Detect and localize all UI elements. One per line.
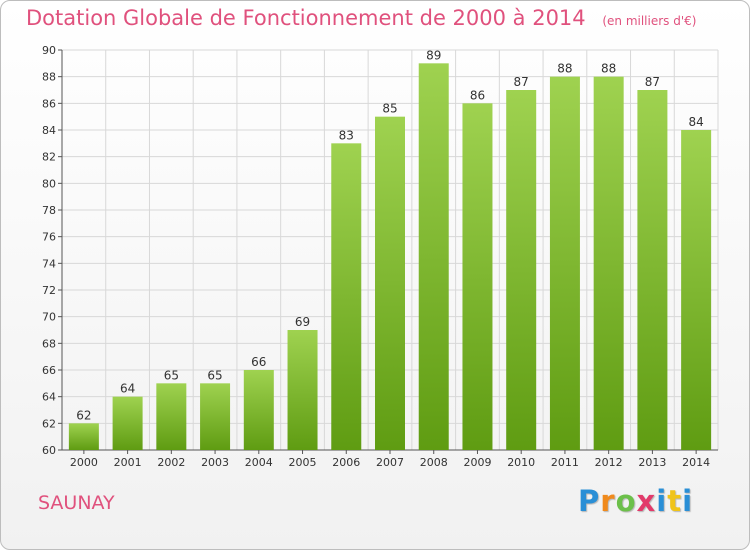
- data-label: 84: [688, 115, 703, 129]
- x-tick-label: 2005: [289, 456, 317, 469]
- x-tick-label: 2008: [420, 456, 448, 469]
- x-tick-label: 2004: [245, 456, 273, 469]
- proxiti-logo: Proxiti: [578, 484, 693, 518]
- data-label: 66: [251, 355, 266, 369]
- data-label: 69: [295, 315, 310, 329]
- logo-letter: x: [636, 484, 657, 518]
- data-label: 87: [514, 75, 529, 89]
- x-tick-label: 2014: [682, 456, 710, 469]
- data-label: 88: [601, 62, 616, 76]
- logo-letter: i: [682, 484, 694, 518]
- data-label: 65: [164, 368, 179, 382]
- y-tick-label: 64: [42, 391, 56, 404]
- bars: [68, 63, 712, 451]
- y-tick-label: 62: [42, 417, 56, 430]
- logo-letter: t: [667, 484, 683, 518]
- bar: [462, 103, 493, 450]
- x-tick-label: 2002: [157, 456, 185, 469]
- chart-title: Dotation Globale de Fonctionnement de 20…: [26, 6, 696, 30]
- y-tick-label: 76: [42, 231, 56, 244]
- x-tick-label: 2013: [638, 456, 666, 469]
- logo-letter: P: [578, 484, 601, 518]
- data-label: 83: [339, 128, 354, 142]
- y-tick-label: 86: [42, 97, 56, 110]
- data-label: 89: [426, 48, 441, 62]
- bar: [681, 130, 712, 450]
- y-tick-label: 72: [42, 284, 56, 297]
- y-tick-label: 82: [42, 151, 56, 164]
- y-tick-label: 60: [42, 444, 56, 457]
- x-tick-label: 2000: [70, 456, 98, 469]
- bar: [68, 423, 99, 450]
- y-tick-label: 70: [42, 311, 56, 324]
- data-label: 88: [557, 62, 572, 76]
- logo-letter: r: [600, 484, 616, 518]
- x-tick-label: 2006: [332, 456, 360, 469]
- bar: [549, 76, 580, 451]
- x-tick-label: 2003: [201, 456, 229, 469]
- data-label: 62: [76, 408, 91, 422]
- y-tick-label: 78: [42, 204, 56, 217]
- bar: [156, 383, 187, 450]
- y-tick-label: 90: [42, 44, 56, 57]
- bar: [593, 76, 624, 451]
- bar: [112, 396, 143, 450]
- data-label: 85: [382, 102, 397, 116]
- logo-letter: o: [615, 484, 637, 518]
- bar: [200, 383, 231, 450]
- bar: [375, 116, 405, 451]
- data-label: 65: [207, 368, 222, 382]
- logo-letter: i: [656, 484, 668, 518]
- y-tick-label: 74: [42, 257, 56, 270]
- x-tick-label: 2009: [463, 456, 491, 469]
- data-label: 87: [645, 75, 660, 89]
- bar: [418, 63, 449, 450]
- y-tick-label: 88: [42, 71, 56, 84]
- labels: 62 64 65 65 66 69 83 85 89 86 87 88 88 87 84: [76, 48, 704, 422]
- bar: [506, 90, 537, 450]
- y-tick-label: 80: [42, 177, 56, 190]
- bar: [287, 330, 318, 450]
- data-label: 64: [120, 382, 135, 396]
- y-tick-label: 68: [42, 337, 56, 350]
- bar: [243, 370, 274, 450]
- chart-title-text: Dotation Globale de Fonctionnement de 20…: [26, 6, 586, 30]
- x-tick-label: 2010: [507, 456, 535, 469]
- x-tick-label: 2011: [551, 456, 579, 469]
- axes: 60 62 64 66 68 70 72 74 76 78 80 82 84 86 88 90 2000 2001…: [42, 44, 718, 469]
- unit-note: (en milliers d'€): [602, 14, 697, 28]
- bar: [637, 90, 668, 450]
- place-name: SAUNAY: [38, 492, 115, 514]
- x-tick-label: 2012: [595, 456, 623, 469]
- y-tick-label: 66: [42, 364, 56, 377]
- data-label: 86: [470, 88, 485, 102]
- y-tick-label: 84: [42, 124, 56, 137]
- x-tick-label: 2001: [114, 456, 142, 469]
- bar: [331, 143, 362, 451]
- x-tick-label: 2007: [376, 456, 404, 469]
